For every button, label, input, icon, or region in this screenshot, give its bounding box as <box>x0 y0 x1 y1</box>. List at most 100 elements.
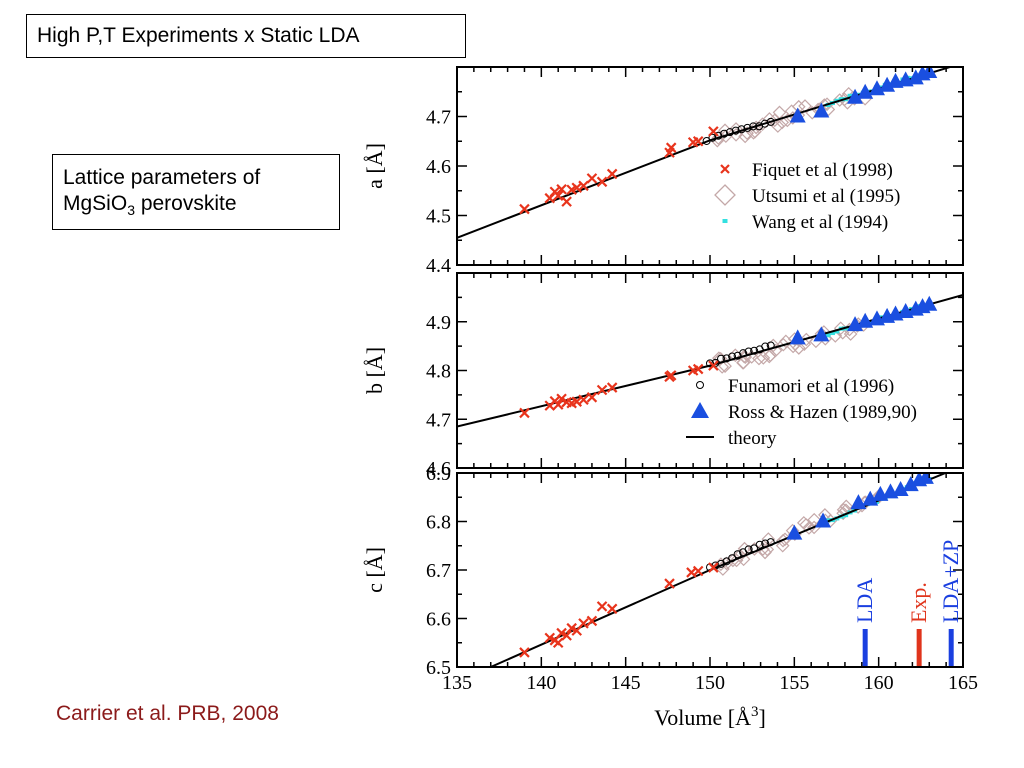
note-formula-base: MgSiO <box>63 192 128 215</box>
y-axis-label: b [Å] <box>362 347 387 394</box>
legend-item-wang: Wang et al (1994) <box>722 212 888 233</box>
legend-item-utsumi: Utsumi et al (1995) <box>714 184 900 207</box>
fiquet-point <box>519 407 530 419</box>
panel-3: 6.5 6.6 6.7 6.8 6.9 c [Å] LDA Exp. LDA+ZP <box>362 463 964 679</box>
legend-marker-utsumi <box>714 184 736 206</box>
ross-point <box>815 512 832 528</box>
wang-point <box>825 333 831 338</box>
utsumi-point <box>766 338 781 353</box>
fiquet-point <box>519 203 530 215</box>
y-tick-label: 4.6 <box>426 458 451 480</box>
fiquet-point <box>596 176 608 188</box>
fiquet-point <box>606 382 618 393</box>
fiquet-point <box>708 126 719 137</box>
legend-label-ross: Ross & Hazen (1989,90) <box>728 402 917 423</box>
legend-label-wang: Wang et al (1994) <box>752 212 888 233</box>
marker-label-lda: LDA <box>852 578 877 623</box>
y-tick-label: 6.7 <box>426 560 451 582</box>
note-line-1: Lattice parameters of <box>63 166 261 189</box>
ross-point <box>862 490 879 506</box>
panel-frame <box>456 472 964 668</box>
y-tick-label: 4.6 <box>426 156 451 178</box>
panel-data <box>490 473 948 667</box>
legend-label-utsumi: Utsumi et al (1995) <box>752 186 900 207</box>
utsumi-point <box>807 512 822 527</box>
y-tick-label: 4.5 <box>426 206 451 228</box>
x-tick-label: 160 <box>864 672 894 694</box>
fiquet-point <box>606 168 618 180</box>
fiquet-point <box>556 393 567 405</box>
legend-label-funamori: Funamori et al (1996) <box>728 376 894 397</box>
utsumi-point <box>763 348 778 363</box>
legend-marker-fiquet <box>720 164 730 174</box>
fiquet-point <box>665 370 677 381</box>
ross-point <box>786 524 803 540</box>
fiquet-point <box>578 394 589 406</box>
utsumi-point <box>839 499 854 514</box>
ross-point <box>789 107 806 123</box>
y-tick-label: 4.4 <box>426 255 451 277</box>
funamori-point <box>744 545 753 554</box>
ross-point <box>813 326 830 342</box>
funamori-point <box>755 540 764 549</box>
x-tick-label: 155 <box>779 672 809 694</box>
slide-title: High P,T Experiments x Static LDA <box>26 14 466 58</box>
fiquet-point <box>586 615 598 627</box>
fiquet-point <box>708 360 719 371</box>
legend-marker-ross <box>691 402 709 418</box>
fiquet-point <box>578 618 589 629</box>
ross-point <box>917 473 934 484</box>
x-tick-label: 145 <box>611 672 641 694</box>
utsumi-point <box>772 105 787 120</box>
utsumi-point <box>776 337 791 352</box>
fiquet-point <box>552 637 564 649</box>
fiquet-point <box>606 603 618 615</box>
utsumi-point <box>802 521 816 535</box>
fiquet-point <box>556 183 567 195</box>
utsumi-point <box>791 341 806 355</box>
fiquet-point <box>561 196 572 207</box>
fiquet-point <box>561 630 572 641</box>
fiquet-point <box>692 363 704 375</box>
fiquet-point <box>552 190 564 201</box>
legend-item-theory: theory <box>686 428 777 449</box>
fiquet-point <box>708 562 719 573</box>
lattice-note: Lattice parameters of MgSiO3 perovskite <box>52 154 340 230</box>
utsumi-point <box>833 321 848 336</box>
legend-marker-wang <box>722 219 728 223</box>
fiquet-point <box>692 565 704 577</box>
fiquet-point <box>586 392 598 403</box>
ross-point <box>921 295 938 311</box>
fiquet-point <box>665 142 677 153</box>
fiquet-point <box>596 384 608 396</box>
ross-point <box>907 69 924 85</box>
note-formula-subscript: 3 <box>127 202 135 219</box>
fiquet-point <box>586 173 598 184</box>
lattice-parameter-chart: 4.4 4.5 4.6 4.7 a [Å] Fiquet et al (1998) Utsu… <box>362 66 978 730</box>
utsumi-point <box>758 545 772 560</box>
utsumi-point <box>729 122 743 136</box>
funamori-point <box>720 129 729 138</box>
y-tick-label: 6.5 <box>426 657 451 679</box>
legend-label-theory: theory <box>728 428 777 449</box>
y-tick-label: 4.7 <box>426 107 451 129</box>
ross-point <box>879 76 896 92</box>
ross-point <box>921 67 938 78</box>
y-tick-label: 4.8 <box>426 361 451 383</box>
marker-label-exp: Exp. <box>906 582 931 623</box>
fiquet-point <box>692 135 704 147</box>
funamori-point <box>706 359 714 368</box>
y-tick-label: 6.9 <box>426 463 451 485</box>
panel-data <box>457 67 954 239</box>
fiquet-point <box>578 180 589 192</box>
y-tick-label: 6.8 <box>426 512 451 534</box>
note-formula-rest: perovskite <box>134 192 237 215</box>
y-axis-label: c [Å] <box>362 547 387 593</box>
fiquet-point <box>552 399 564 410</box>
wang-point <box>829 331 835 336</box>
legend-label-fiquet: Fiquet et al (1998) <box>752 160 893 181</box>
ross-point <box>847 88 864 104</box>
y-tick-label: 4.9 <box>426 312 451 334</box>
x-tick-label: 135 <box>442 672 472 694</box>
legend-marker-funamori <box>696 381 704 389</box>
